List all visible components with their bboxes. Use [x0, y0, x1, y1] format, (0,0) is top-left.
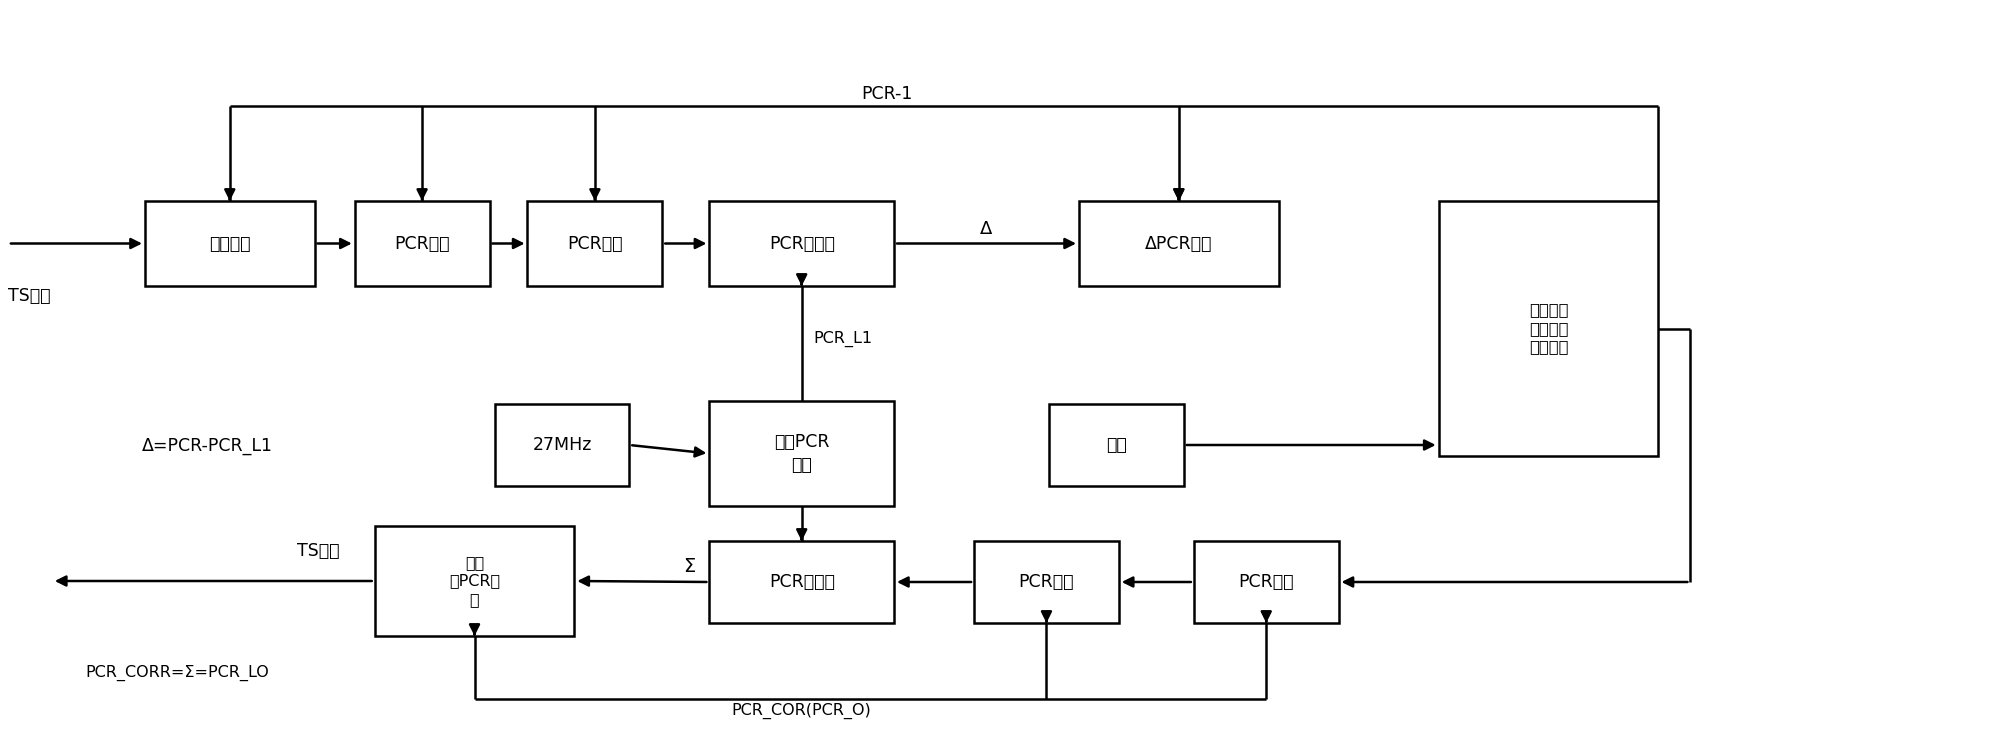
FancyBboxPatch shape: [376, 526, 575, 636]
FancyBboxPatch shape: [709, 401, 895, 506]
Text: TS输入: TS输入: [8, 287, 50, 305]
FancyBboxPatch shape: [1079, 201, 1279, 286]
FancyBboxPatch shape: [1049, 404, 1183, 486]
FancyBboxPatch shape: [527, 201, 663, 286]
Text: 空包: 空包: [1107, 436, 1127, 454]
Text: PCR_CORR=Σ=PCR_LO: PCR_CORR=Σ=PCR_LO: [84, 665, 268, 681]
FancyBboxPatch shape: [144, 201, 316, 286]
Text: 本地PCR
生成: 本地PCR 生成: [773, 433, 829, 473]
FancyBboxPatch shape: [709, 541, 895, 623]
Text: Δ=PCR-PCR_L1: Δ=PCR-PCR_L1: [142, 437, 274, 455]
Text: PCR减法器: PCR减法器: [769, 573, 835, 591]
Text: PCR提取: PCR提取: [1019, 573, 1075, 591]
Text: Δ: Δ: [981, 219, 993, 238]
FancyBboxPatch shape: [1439, 201, 1658, 456]
Text: ΔPCR插嗣: ΔPCR插嗣: [1145, 234, 1213, 253]
Text: 同步查找: 同步查找: [210, 234, 250, 253]
Text: PCR_COR(PCR_O): PCR_COR(PCR_O): [731, 703, 871, 719]
Text: PCR判断: PCR判断: [1239, 573, 1295, 591]
FancyBboxPatch shape: [356, 201, 490, 286]
Text: TS输出: TS输出: [298, 542, 340, 560]
Text: PCR-1: PCR-1: [861, 85, 913, 103]
Text: PCR提取: PCR提取: [567, 234, 623, 253]
FancyBboxPatch shape: [1195, 541, 1339, 623]
Text: PCR判断: PCR判断: [394, 234, 450, 253]
Text: PCR减法器: PCR减法器: [769, 234, 835, 253]
Text: Σ: Σ: [683, 557, 695, 576]
FancyBboxPatch shape: [496, 404, 629, 486]
FancyBboxPatch shape: [975, 541, 1119, 623]
Text: 码率变换
（包括空
包插入）: 码率变换 （包括空 包插入）: [1528, 302, 1568, 355]
Text: 已校
正PCR插
入: 已校 正PCR插 入: [450, 555, 500, 607]
Text: 27MHz: 27MHz: [531, 436, 591, 454]
Text: PCR_L1: PCR_L1: [813, 330, 873, 347]
FancyBboxPatch shape: [709, 201, 895, 286]
